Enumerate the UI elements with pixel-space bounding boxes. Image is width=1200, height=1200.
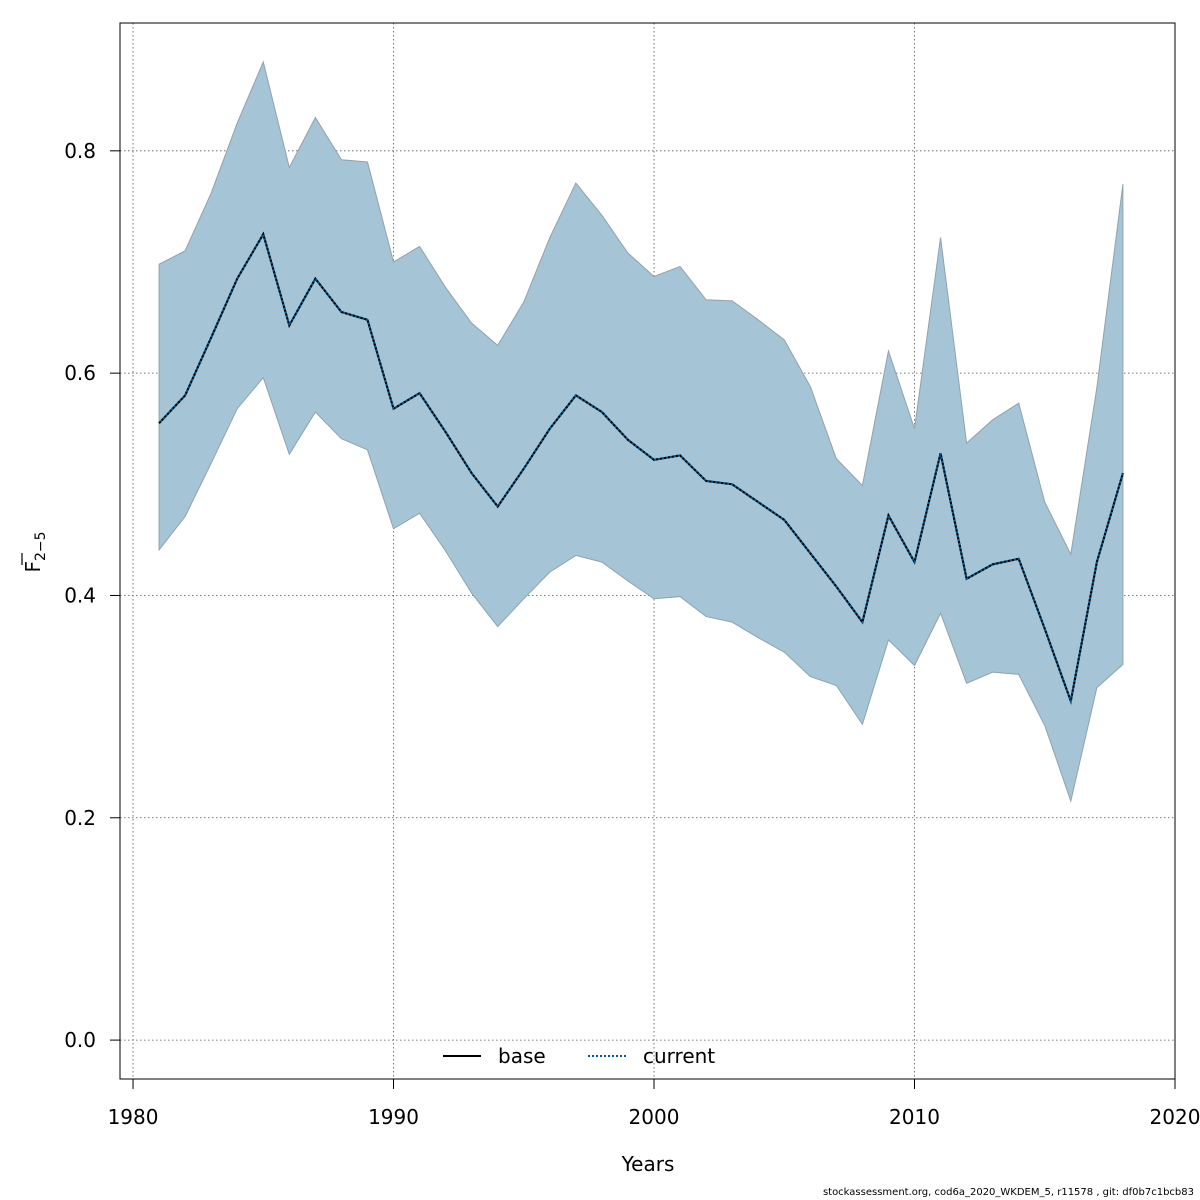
legend: base current: [443, 1044, 715, 1068]
y-axis-title-subscript: 2−5: [33, 531, 49, 561]
legend-base-label: base: [498, 1044, 546, 1068]
y-tick-label: 0.8: [64, 139, 96, 163]
y-tick-label: 0.6: [64, 361, 96, 385]
x-axis-title: Years: [621, 1152, 675, 1176]
confidence-band: [158, 60, 1124, 803]
footer-note: stockassessment.org, cod6a_2020_WKDEM_5,…: [822, 1187, 1194, 1198]
y-axis-title: F2−5: [21, 531, 49, 572]
x-tick-label: 2010: [889, 1105, 940, 1129]
svg-text:F2−5: F2−5: [21, 531, 49, 572]
series-line-current-dark: [158, 231, 1124, 705]
y-tick-label: 0.2: [64, 806, 96, 830]
y-tick-label: 0.4: [64, 583, 96, 607]
y-axis-title-main: F: [21, 561, 45, 573]
axis-layer: 1980 1990 2000 2010 2020 0.0 0.2 0.4 0.6 0.8: [64, 139, 1200, 1129]
confidence-band-layer: [158, 60, 1124, 803]
x-tick-label: 1980: [108, 1105, 159, 1129]
legend-current-label: current: [643, 1044, 715, 1068]
y-tick-label: 0.0: [64, 1028, 96, 1052]
x-tick-label: 1990: [368, 1105, 419, 1129]
series-line-layer: [158, 231, 1124, 705]
x-tick-label: 2020: [1150, 1105, 1200, 1129]
x-tick-label: 2000: [629, 1105, 680, 1129]
